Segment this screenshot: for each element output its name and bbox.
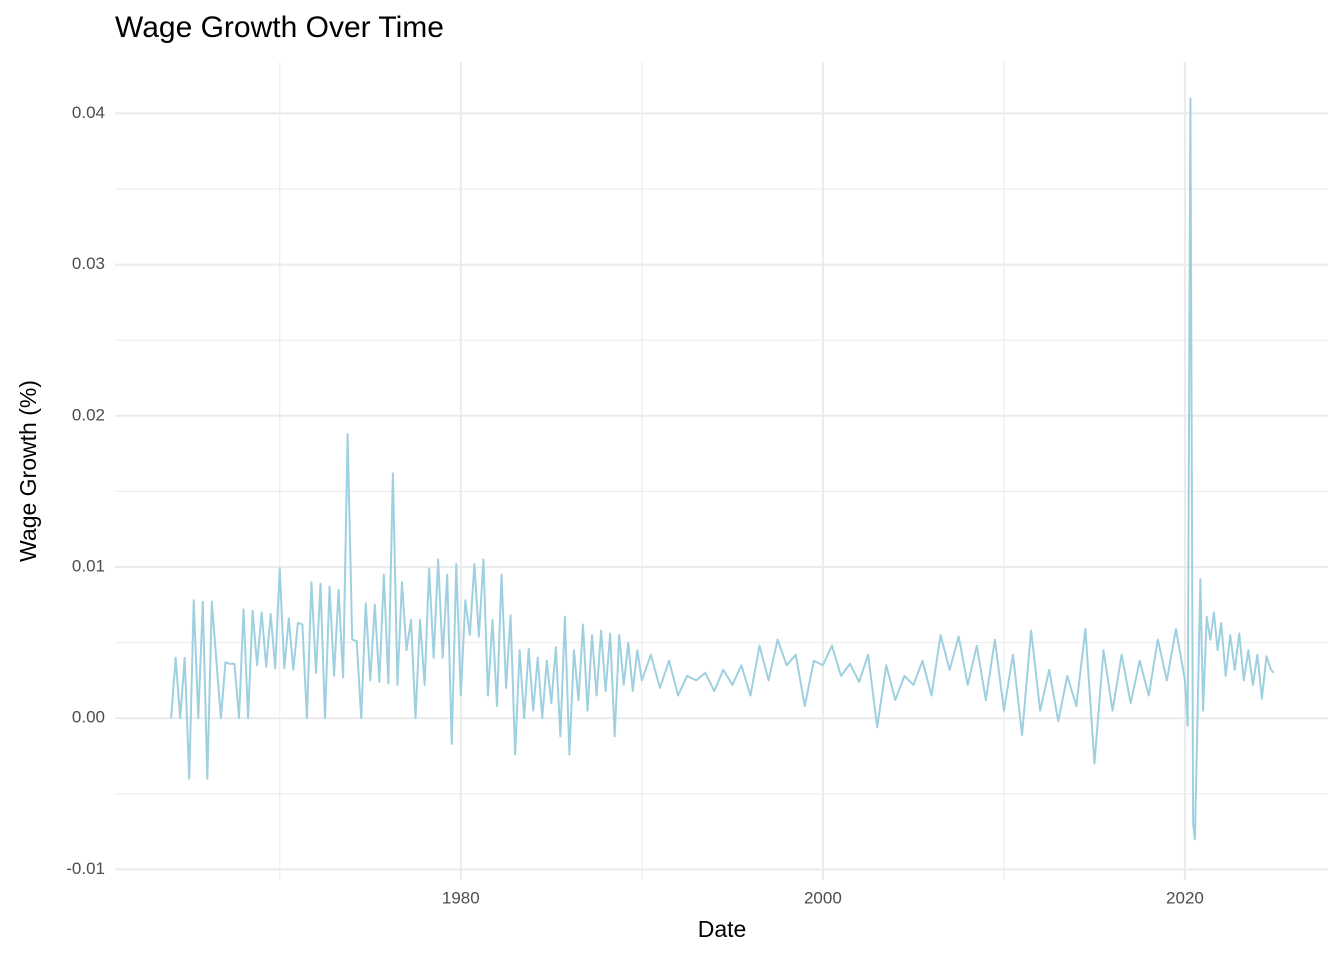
chart-title: Wage Growth Over Time (115, 11, 444, 44)
y-tick-label: 0.03 (72, 254, 105, 273)
x-tick-label: 1980 (442, 888, 480, 907)
x-axis-title: Date (698, 916, 747, 942)
y-tick-label: -0.01 (66, 859, 105, 878)
data-line (170, 97, 1275, 841)
y-tick-label: 0.02 (72, 405, 105, 424)
y-axis-title: Wage Growth (%) (15, 380, 41, 562)
y-tick-label: 0.01 (72, 556, 105, 575)
x-tick-label: 2000 (804, 888, 842, 907)
y-tick-label: 0.00 (72, 708, 105, 727)
y-tick-label: 0.04 (72, 103, 105, 122)
x-tick-label: 2020 (1166, 888, 1204, 907)
